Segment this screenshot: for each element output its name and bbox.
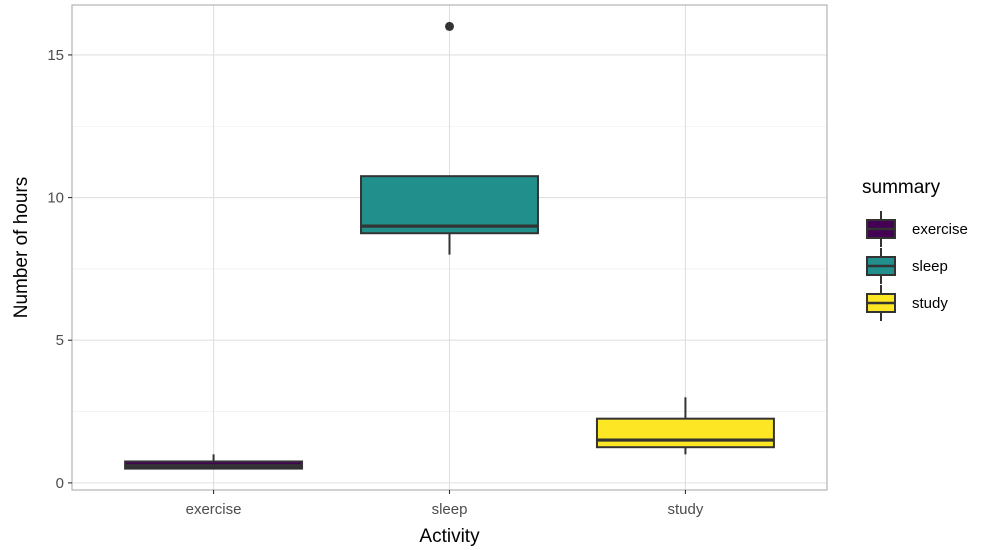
box-study: [595, 397, 775, 455]
y-tick-label: 10: [47, 190, 64, 207]
box-iqr: [595, 417, 775, 449]
y-axis-title: Number of hours: [11, 177, 32, 319]
legend-key: [866, 285, 896, 321]
x-tick-label: study: [668, 501, 704, 518]
x-tick-label: exercise: [186, 501, 242, 518]
legend-item-sleep: sleep: [866, 248, 948, 284]
legend-label: study: [912, 295, 948, 312]
box-sleep: [360, 21, 539, 255]
outlier-point: [445, 21, 454, 31]
y-tick-label: 0: [56, 475, 64, 492]
box-iqr: [360, 175, 539, 235]
y-tick-label: 5: [56, 332, 64, 349]
legend-title: summary: [862, 177, 941, 198]
axis-layer: 0 5 10 15 exercise sleep study: [47, 47, 704, 518]
x-tick-label: sleep: [432, 501, 468, 518]
y-tick-label: 15: [47, 47, 64, 64]
legend-label: sleep: [912, 258, 948, 275]
x-axis-title: Activity: [419, 526, 480, 547]
legend-label: exercise: [912, 221, 968, 238]
legend: summary exercise sleep study: [862, 177, 968, 321]
box-exercise: [124, 454, 304, 470]
legend-item-exercise: exercise: [866, 211, 968, 247]
legend-key: [866, 211, 896, 247]
legend-key: [866, 248, 896, 284]
box-layer: [124, 21, 775, 470]
legend-item-study: study: [866, 285, 948, 321]
